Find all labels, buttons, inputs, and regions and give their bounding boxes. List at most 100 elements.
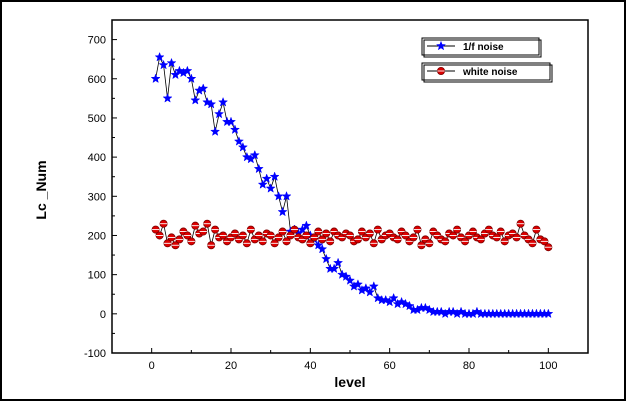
circle-marker [492, 233, 501, 242]
circle-marker [278, 227, 287, 236]
x-tick-label: 60 [384, 360, 396, 372]
circle-marker [540, 237, 549, 246]
circle-marker [155, 231, 164, 240]
circle-marker [230, 229, 239, 238]
circle-marker [207, 241, 216, 250]
star-marker [225, 116, 237, 127]
star-marker [360, 283, 371, 293]
star-marker [162, 93, 173, 103]
circle-marker [191, 221, 200, 230]
circle-marker [353, 235, 362, 244]
star-marker [190, 94, 201, 105]
circle-marker [326, 237, 335, 246]
star-marker [269, 171, 280, 182]
star-marker [253, 163, 264, 174]
star-marker [166, 57, 177, 68]
star-marker [257, 179, 268, 189]
x-tick-label: 40 [304, 360, 316, 372]
circle-marker [484, 225, 493, 234]
circle-marker [211, 225, 220, 234]
star-marker [277, 206, 288, 217]
star-marker [214, 108, 225, 119]
circle-marker [274, 233, 283, 242]
star-marker [249, 149, 260, 160]
legend-entry-white: white noise [421, 62, 553, 83]
circle-marker [175, 235, 184, 244]
circle-marker [413, 225, 422, 234]
star-marker [158, 59, 169, 70]
star-marker [317, 243, 328, 254]
circle-marker [159, 219, 168, 228]
circle-marker [516, 219, 525, 228]
circle-marker [345, 231, 354, 240]
circle-marker [449, 231, 458, 240]
circle-marker [310, 233, 319, 242]
circle-marker [187, 237, 196, 246]
circle-marker [286, 231, 295, 240]
series-markers [150, 51, 554, 319]
circle-marker [167, 233, 176, 242]
circle-marker [163, 239, 172, 248]
circle-marker [357, 227, 366, 236]
star-marker [237, 142, 248, 152]
star-marker [388, 292, 399, 303]
y-tick-label: 0 [100, 309, 106, 321]
circle-marker [496, 227, 505, 236]
x-tick-label: 80 [463, 360, 475, 372]
star-marker [313, 239, 324, 250]
legend-label: 1/f noise [463, 42, 504, 53]
star-marker [261, 173, 272, 183]
circle-marker [417, 241, 426, 250]
circle-marker [528, 239, 537, 248]
star-marker [233, 136, 244, 146]
circle-marker [254, 231, 263, 240]
y-tick-label: -100 [84, 348, 106, 360]
axis-ticks: -100 0 100 200 300 400 500 600 700 0 20 40 60 80 100 [84, 19, 558, 372]
legend-marker [435, 40, 447, 51]
star-marker [404, 300, 415, 311]
star-marker [210, 126, 221, 136]
circle-marker [266, 231, 275, 240]
circle-marker [290, 225, 299, 234]
star-marker [265, 183, 276, 193]
star-marker [150, 73, 161, 84]
circle-marker [365, 229, 374, 238]
circle-marker [401, 231, 410, 240]
legend-marker [436, 67, 445, 76]
star-marker [364, 286, 375, 297]
circle-marker [238, 231, 247, 240]
circle-marker [258, 237, 267, 246]
circle-marker [171, 241, 180, 250]
legend-star-icon [435, 40, 447, 51]
star-marker [543, 308, 554, 319]
x-tick-label: 100 [539, 360, 557, 372]
circle-marker [441, 237, 450, 246]
circle-marker [242, 239, 251, 248]
star-marker [186, 73, 197, 84]
star-marker [182, 65, 193, 76]
legend-circle-icon [436, 67, 445, 76]
circle-marker [306, 239, 315, 248]
y-tick-label: 400 [88, 152, 106, 164]
y-tick-label: 600 [88, 74, 106, 86]
circle-marker [461, 237, 470, 246]
star-marker [340, 271, 352, 281]
circle-marker [314, 227, 323, 236]
circle-marker [409, 233, 418, 242]
circle-marker [151, 225, 160, 234]
star-marker [229, 124, 241, 134]
star-marker [198, 83, 209, 93]
circle-marker [369, 239, 378, 248]
circle-marker [270, 239, 279, 248]
circle-marker [500, 237, 509, 246]
y-tick-label: 100 [88, 270, 106, 282]
x-tick-label: 20 [225, 360, 237, 372]
x-axis-label: level [334, 374, 365, 390]
x-tick-label: 0 [149, 360, 155, 372]
star-marker [321, 253, 332, 264]
y-axis-label: Lc _Num [33, 160, 49, 219]
circle-marker [476, 235, 485, 244]
circle-marker [544, 243, 553, 252]
